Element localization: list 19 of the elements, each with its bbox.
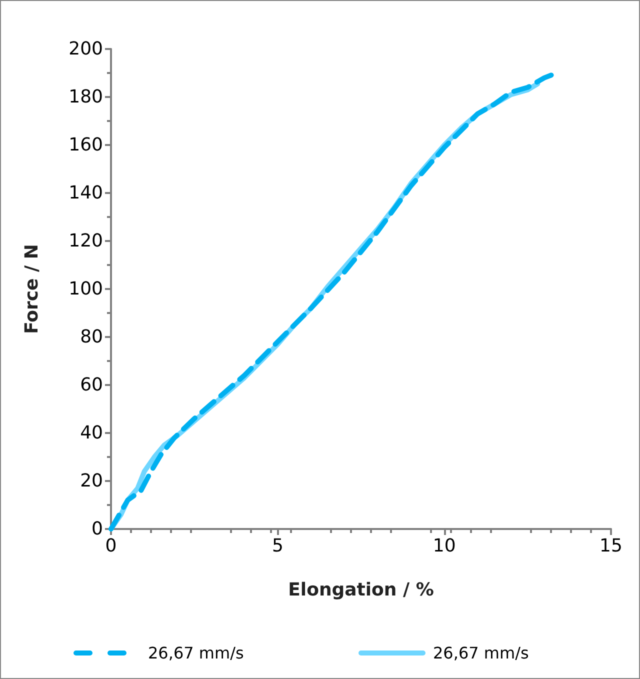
legend-label: 26,67 mm/s xyxy=(433,644,529,662)
y-axis-title: Force / N xyxy=(22,244,42,334)
x-tick-label: 10 xyxy=(432,536,456,556)
y-tick-label: 40 xyxy=(80,422,103,444)
y-tick-label: 20 xyxy=(80,470,103,492)
legend-label: 26,67 mm/s xyxy=(148,644,244,662)
y-tick-label: 120 xyxy=(68,230,103,252)
y-tick-label: 80 xyxy=(80,326,103,348)
y-tick-label: 180 xyxy=(68,86,103,108)
y-tick-label: 200 xyxy=(68,38,103,60)
x-tick-label: 15 xyxy=(600,536,622,556)
y-tick-label: 140 xyxy=(68,182,103,204)
y-tick-label: 0 xyxy=(92,518,103,540)
x-tick-label: 0 xyxy=(105,536,117,556)
y-tick-label: 60 xyxy=(80,374,103,396)
y-tick-label: 160 xyxy=(68,134,103,156)
x-axis-title: Elongation / % xyxy=(288,580,434,600)
x-tick-label: 5 xyxy=(272,536,284,556)
y-tick-label: 100 xyxy=(68,278,103,300)
